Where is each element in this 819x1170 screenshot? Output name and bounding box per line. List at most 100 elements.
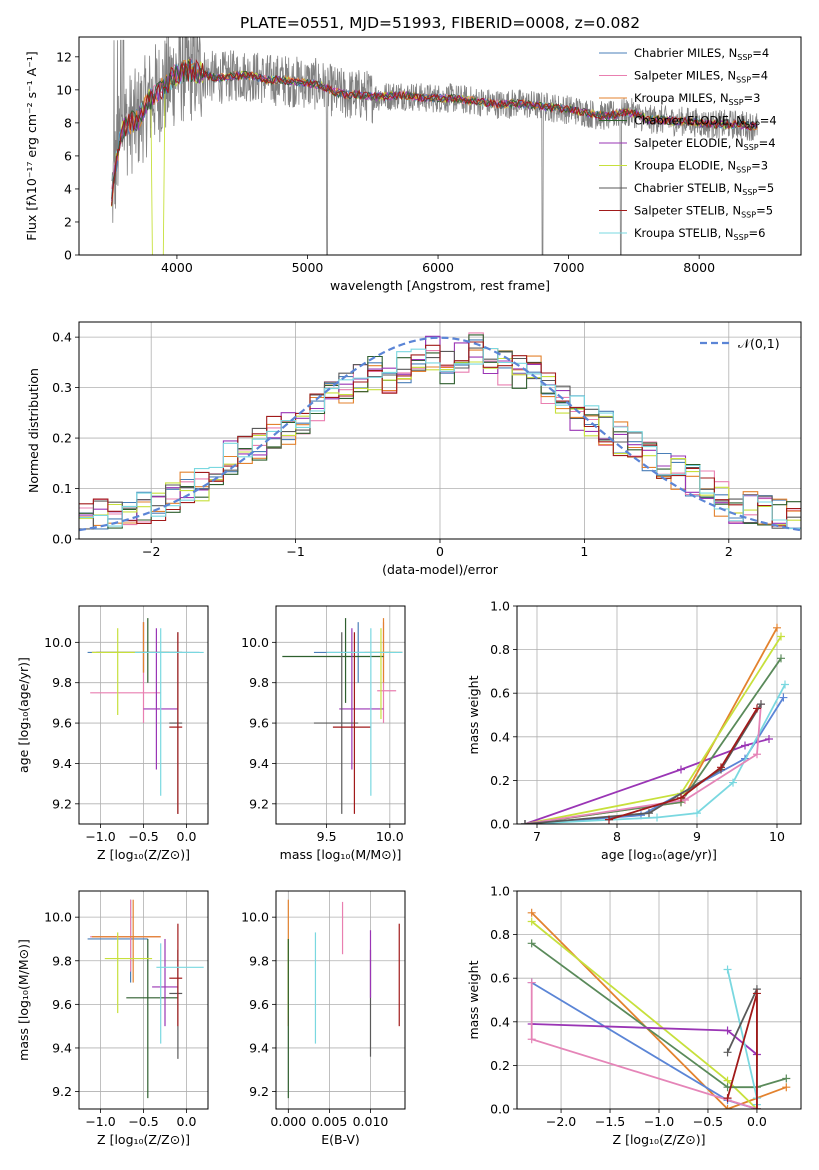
- y-tick-label: 0.2: [52, 431, 72, 446]
- x-tick-label: 2: [725, 544, 733, 559]
- weight-marker: [723, 1105, 732, 1109]
- x-tick-label: 0.0: [177, 829, 197, 844]
- weight-marker: [777, 632, 785, 641]
- normal-curve: [79, 336, 801, 532]
- panel-age_vs_mass: 9.5 10.0 9.2 9.4 9.6 9.8 10.0 mass [log₁₀(M/M⊙)…: [241, 605, 406, 862]
- weight-line: [524, 684, 786, 824]
- y-tick-label: 10.0: [44, 635, 72, 650]
- y-tick-label: 9.4: [52, 1040, 72, 1055]
- y-tick-label: 0.8: [490, 642, 510, 657]
- y-tick-label: 4: [64, 181, 72, 196]
- y-tick-label: 0.4: [490, 729, 510, 744]
- panel-massweight_vs_age: 7 8 9 10 0.0 0.2 0.4 0.6 0.8 1.0 age [log₁₀(age/yr…: [466, 599, 802, 862]
- weight-marker: [527, 978, 536, 987]
- weight-line: [531, 942, 787, 1089]
- weight-marker: [752, 989, 761, 998]
- x-tick-label: −0.5: [128, 829, 158, 844]
- x-tick-label: 0.0: [177, 1114, 197, 1129]
- weight-marker: [717, 763, 725, 772]
- weight-marker: [782, 1074, 791, 1083]
- axes-massweight_vs_Z: −2.0 −1.5 −1.0 −0.5 0.0 0.0 0.2 0.4 0.6 0.8 1.0 Z […: [466, 884, 802, 1147]
- axes-age_vs_Z: −1.0 −0.5 0.0 9.2 9.4 9.6 9.8 10.0 Z [log₁₀(Z/Z⊙…: [16, 605, 209, 862]
- y-tick-label: 9.8: [249, 953, 269, 968]
- y-axis-label: Flux [fλ10⁻¹⁷ erg cm⁻² s⁻¹ A⁻¹]: [24, 51, 39, 240]
- axes-mass_vs_ebv: 0.000 0.005 0.010 9.2 9.4 9.6 9.8 10.0 E(B-V): [241, 890, 406, 1147]
- legend-entry: Salpeter STELIB, NSSP=5: [634, 204, 773, 220]
- y-tick-label: 9.2: [52, 1084, 72, 1099]
- weight-line: [524, 636, 782, 824]
- x-tick-label: 0.0: [747, 1114, 767, 1129]
- x-tick-label: 6000: [422, 260, 454, 275]
- x-tick-label: 10: [769, 829, 785, 844]
- x-tick-label: −1.0: [85, 1114, 115, 1129]
- x-tick-label: −1.0: [85, 829, 115, 844]
- weight-marker: [723, 965, 732, 974]
- weight-marker: [527, 939, 536, 948]
- figure-title: PLATE=0551, MJD=51993, FIBERID=0008, z=0…: [240, 14, 640, 32]
- axes-mass_vs_Z: −1.0 −0.5 0.0 9.2 9.4 9.6 9.8 10.0 Z [log₁₀(Z/Z⊙…: [16, 890, 209, 1147]
- y-tick-label: 9.2: [249, 796, 269, 811]
- y-tick-label: 9.6: [52, 716, 72, 731]
- weight-marker: [527, 1035, 536, 1044]
- y-tick-label: 0.1: [52, 481, 72, 496]
- y-tick-label: 9.4: [52, 756, 72, 771]
- x-tick-label: −1.0: [644, 1114, 674, 1129]
- x-tick-label: −2.0: [546, 1114, 576, 1129]
- y-tick-label: 9.2: [249, 1084, 269, 1099]
- weight-marker: [753, 704, 761, 713]
- x-tick-label: 9: [693, 829, 701, 844]
- axes-massweight_vs_age: 7 8 9 10 0.0 0.2 0.4 0.6 0.8 1.0 age [log₁₀(age/yr…: [466, 599, 802, 862]
- weight-line: [530, 982, 758, 1109]
- y-tick-label: 9.6: [52, 997, 72, 1012]
- y-tick-label: 9.6: [249, 716, 269, 731]
- panel-mass_vs_ebv: 0.000 0.005 0.010 9.2 9.4 9.6 9.8 10.0 E(B-V): [241, 890, 406, 1147]
- axes-spectrum: 4000 5000 6000 7000 8000 0 2 4 6 8 10 12 wavelength …: [24, 36, 802, 293]
- weight-marker: [723, 1094, 732, 1103]
- legend-entry: Kroupa STELIB, NSSP=6: [634, 226, 765, 242]
- weight-marker: [527, 917, 536, 926]
- x-axis-label: mass [log₁₀(M/M⊙)]: [280, 847, 402, 862]
- weight-line: [524, 704, 762, 824]
- x-tick-label: 7000: [553, 260, 585, 275]
- x-tick-label: −2: [142, 544, 160, 559]
- weight-marker: [781, 680, 789, 689]
- legend-entry: 𝒩(0,1): [738, 336, 780, 351]
- y-tick-label: 0.2: [490, 773, 510, 788]
- axes-residuals: −2 −1 0 1 2 0.0 0.1 0.2 0.3 0.4 (data-model)/error…: [26, 321, 802, 577]
- y-tick-label: 9.4: [249, 1040, 269, 1055]
- panel-mass_vs_Z: −1.0 −0.5 0.0 9.2 9.4 9.6 9.8 10.0 Z [log₁₀(Z/Z⊙…: [16, 890, 209, 1147]
- weight-marker: [527, 908, 536, 917]
- weight-marker: [605, 815, 613, 824]
- legend-entry: Chabrier STELIB, NSSP=5: [634, 181, 774, 197]
- x-tick-label: 9.5: [317, 829, 337, 844]
- y-tick-label: 10: [56, 82, 72, 97]
- x-axis-label: (data-model)/error: [382, 562, 499, 577]
- x-tick-label: −1.5: [595, 1114, 625, 1129]
- x-tick-label: 4000: [161, 260, 193, 275]
- plot-area-massweight_vs_Z: [527, 908, 791, 1109]
- y-tick-label: 0.6: [490, 686, 510, 701]
- weight-line: [524, 627, 778, 824]
- weight-marker: [653, 813, 661, 822]
- weight-marker: [729, 778, 737, 787]
- y-axis-label: Normed distribution: [26, 368, 41, 493]
- y-tick-label: 8: [64, 115, 72, 130]
- weight-marker: [693, 809, 701, 818]
- y-tick-label: 10.0: [44, 910, 72, 925]
- x-tick-label: −1: [286, 544, 304, 559]
- x-tick-label: 0.000: [270, 1114, 306, 1129]
- x-axis-label: age [log₁₀(age/yr)]: [601, 847, 717, 862]
- y-tick-label: 9.4: [249, 756, 269, 771]
- plot-area-massweight_vs_age: [521, 623, 789, 824]
- y-tick-label: 10.0: [241, 910, 269, 925]
- weight-line: [531, 920, 758, 1109]
- x-axis-label: wavelength [Angstrom, rest frame]: [330, 278, 550, 293]
- legend-entry: Kroupa ELODIE, NSSP=3: [634, 159, 768, 175]
- plot-area-age_vs_Z: [87, 618, 204, 814]
- y-tick-label: 0.0: [490, 817, 510, 832]
- legend-entry: Chabrier MILES, NSSP=4: [634, 46, 769, 62]
- axes-frame: [516, 605, 802, 825]
- y-tick-label: 0.2: [490, 1058, 510, 1073]
- y-tick-label: 10.0: [241, 635, 269, 650]
